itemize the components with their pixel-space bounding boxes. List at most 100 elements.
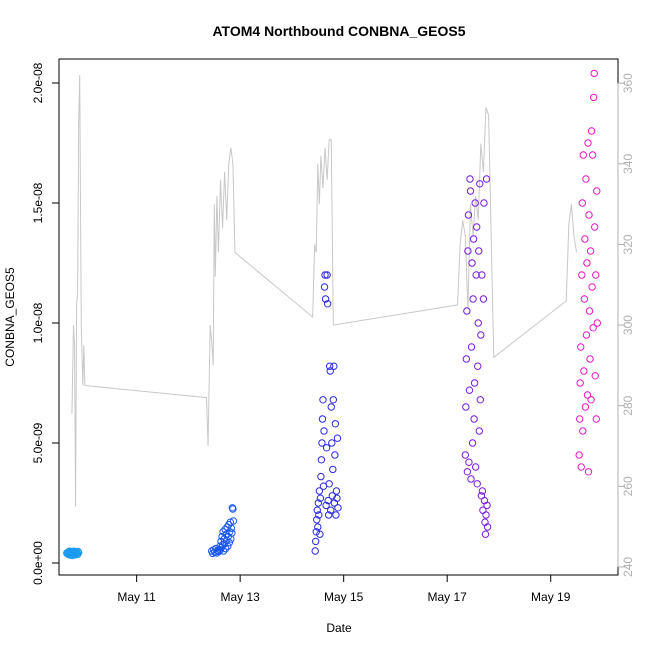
data-point-series-5 xyxy=(587,396,595,404)
data-point-series-5 xyxy=(585,307,594,315)
y2-tick-label: 240 xyxy=(621,557,635,577)
data-point-series-4 xyxy=(463,307,471,315)
data-point-series-4 xyxy=(462,403,470,411)
data-point-series-4 xyxy=(466,175,474,183)
y-axis: 0.0e+00 5.0e-09 1.0e-08 1.5e-08 2.0e-08 xyxy=(31,62,60,585)
data-point-series-3 xyxy=(317,472,325,481)
scatter-points xyxy=(63,69,601,560)
data-point-series-3 xyxy=(316,494,325,502)
data-point-series-3 xyxy=(313,516,321,524)
data-point-series-3 xyxy=(315,511,323,519)
data-point-series-4 xyxy=(462,355,471,363)
data-point-series-3 xyxy=(326,367,334,375)
data-point-series-4 xyxy=(465,386,474,394)
data-point-series-3 xyxy=(326,362,334,370)
x-tick-label: May 17 xyxy=(428,590,468,604)
data-point-series-3 xyxy=(331,420,340,428)
data-point-series-4 xyxy=(473,223,481,231)
data-point-series-3 xyxy=(332,487,341,495)
data-point-series-4 xyxy=(467,343,476,351)
data-point-series-4 xyxy=(469,235,478,243)
y2-tick-label: 280 xyxy=(621,395,635,415)
data-point-series-5 xyxy=(584,139,592,147)
right-axis-trace xyxy=(71,75,578,507)
data-point-series-4 xyxy=(478,487,487,495)
data-point-series-5 xyxy=(585,211,593,219)
data-point-series-5 xyxy=(591,372,599,380)
data-point-series-5 xyxy=(579,427,587,435)
data-point-series-5 xyxy=(576,379,584,387)
data-point-series-4 xyxy=(475,427,483,435)
x-tick-label: May 15 xyxy=(324,590,364,604)
data-point-series-3 xyxy=(325,480,333,488)
data-point-series-5 xyxy=(587,127,596,135)
data-point-series-3 xyxy=(324,511,333,519)
data-point-series-3 xyxy=(323,300,332,308)
data-point-series-2 xyxy=(225,538,233,547)
data-point-series-5 xyxy=(581,235,589,243)
data-point-series-5 xyxy=(588,283,596,291)
y-tick-label: 5.0e-09 xyxy=(31,422,45,463)
data-point-series-5 xyxy=(581,403,590,411)
data-point-series-5 xyxy=(588,151,597,159)
data-point-series-3 xyxy=(318,439,326,447)
data-point-series-3 xyxy=(331,451,339,459)
data-point-series-3 xyxy=(329,396,338,404)
line-series xyxy=(71,75,578,507)
data-point-series-5 xyxy=(578,199,586,207)
data-point-series-5 xyxy=(593,319,601,327)
data-point-series-2 xyxy=(215,547,223,556)
data-point-series-4 xyxy=(482,511,490,519)
data-point-series-4 xyxy=(480,199,488,207)
plot-frame xyxy=(58,58,619,576)
data-point-series-5 xyxy=(583,259,591,267)
data-point-series-4 xyxy=(467,475,475,483)
y2-tick-label: 320 xyxy=(621,234,635,254)
data-point-series-2 xyxy=(219,547,228,555)
data-point-series-3 xyxy=(323,271,331,279)
data-point-series-5 xyxy=(582,331,591,339)
data-point-series-5 xyxy=(575,451,583,459)
data-point-series-3 xyxy=(333,434,342,442)
data-point-series-4 xyxy=(476,396,485,404)
y-tick-label: 0.0e+00 xyxy=(31,541,45,585)
data-point-series-3 xyxy=(321,295,330,303)
data-point-series-3 xyxy=(312,528,320,536)
x-tick-label: May 19 xyxy=(531,590,571,604)
y2-tick-label: 300 xyxy=(621,315,635,335)
data-point-series-3 xyxy=(320,283,329,291)
data-point-series-5 xyxy=(590,69,598,78)
y-tick-label: 1.5e-08 xyxy=(31,182,45,223)
data-point-series-5 xyxy=(591,223,599,231)
data-point-series-5 xyxy=(583,391,592,399)
x-axis-label: Date xyxy=(326,621,352,635)
data-point-series-3 xyxy=(328,492,336,500)
x-axis: May 11 May 13 May 15 May 17 May 19 xyxy=(117,574,571,604)
data-point-series-4 xyxy=(472,271,480,279)
data-point-series-3 xyxy=(324,496,332,505)
data-point-series-5 xyxy=(580,367,588,375)
data-point-series-3 xyxy=(312,537,320,546)
data-point-series-5 xyxy=(586,355,594,363)
data-point-series-5 xyxy=(576,415,584,423)
data-point-series-4 xyxy=(474,319,482,327)
x-tick-label: May 13 xyxy=(220,590,260,604)
data-point-series-4 xyxy=(475,247,483,255)
data-point-series-3 xyxy=(330,362,338,370)
data-point-series-3 xyxy=(315,487,324,495)
y2-axis: 240 260 280 300 320 340 360 xyxy=(617,73,635,577)
data-point-series-5 xyxy=(584,468,593,476)
data-point-series-5 xyxy=(577,343,585,351)
data-point-series-4 xyxy=(464,247,472,255)
data-point-series-3 xyxy=(322,501,330,510)
data-point-series-2 xyxy=(221,544,230,553)
data-point-series-4 xyxy=(478,271,486,279)
data-point-series-1 xyxy=(74,548,83,557)
data-point-series-2 xyxy=(229,505,237,513)
data-point-series-3 xyxy=(327,403,335,411)
data-point-series-3 xyxy=(322,444,331,452)
data-point-series-5 xyxy=(589,324,597,332)
data-point-series-4 xyxy=(470,415,478,423)
data-point-series-1 xyxy=(73,550,82,559)
